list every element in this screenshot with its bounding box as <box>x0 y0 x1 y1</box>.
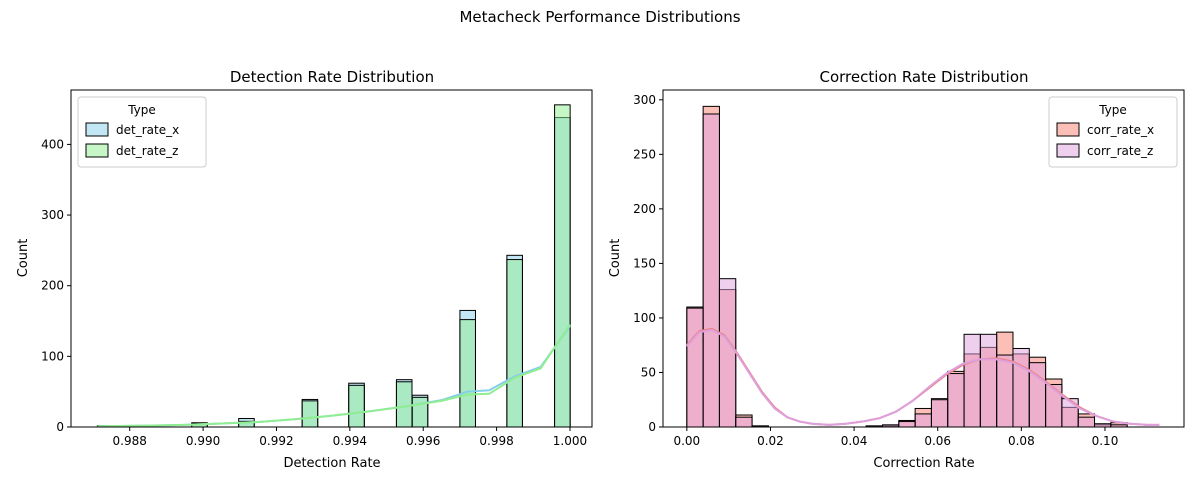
legend: Type corr_rate_x corr_rate_z <box>1048 96 1178 168</box>
legend-swatch-det_rate_z <box>85 143 109 158</box>
bars <box>686 105 1128 428</box>
bar-corr_rate_z-11 <box>963 333 981 428</box>
x-tick-label: 0.02 <box>757 434 784 448</box>
y-tick-label: 0 <box>648 420 656 434</box>
legend-box <box>77 96 207 168</box>
y-tick-label: 200 <box>41 279 64 293</box>
x-tick-label: 0.992 <box>259 434 293 448</box>
y-tick-label: 200 <box>633 202 656 216</box>
x-tick-label: 0.04 <box>841 434 868 448</box>
x-tick-label: 0.998 <box>479 434 513 448</box>
legend-swatch-det_rate_x <box>85 122 109 137</box>
y-axis-label: Count <box>608 239 623 278</box>
bar-corr_rate_z-13 <box>996 354 1014 428</box>
bar-det_rate_z-3 <box>301 400 319 428</box>
y-tick-label: 50 <box>641 365 656 379</box>
x-tick-label: 0.10 <box>1092 434 1119 448</box>
y-tick-label: 0 <box>56 420 64 434</box>
kde-line-det_rate_z <box>97 324 571 428</box>
bar-corr_rate_z-9 <box>930 399 949 428</box>
correction-rate-panel: Correction Rate Distribution Correction … <box>608 68 1185 471</box>
bar-corr_rate_z-17 <box>1061 398 1079 428</box>
axes-frame <box>70 89 593 428</box>
kde-line-corr_rate_z <box>686 328 1160 426</box>
detection-rate-panel: Detection Rate Distribution Detection Ra… <box>16 68 593 471</box>
legend-box <box>1048 96 1178 168</box>
y-tick-label: 300 <box>633 93 656 107</box>
x-tick-label: 0.08 <box>1008 434 1035 448</box>
bar-det_rate_z-6 <box>411 396 429 428</box>
legend-title: Type <box>1098 103 1127 117</box>
legend-label-det_rate_z: det_rate_z <box>116 144 178 158</box>
bar-corr_rate_z-2 <box>718 278 737 428</box>
legend-label-corr_rate_x: corr_rate_x <box>1087 123 1154 137</box>
x-axis-label: Correction Rate <box>873 456 974 471</box>
x-tick-label: 0.996 <box>406 434 440 448</box>
bar-corr_rate_z-18 <box>1077 416 1096 428</box>
legend-label-det_rate_x: det_rate_x <box>116 123 179 137</box>
bar-det_rate_z-5 <box>395 381 413 428</box>
x-tick-label: 0.990 <box>186 434 220 448</box>
bar-corr_rate_z-0 <box>686 307 704 428</box>
x-tick-label: 0.00 <box>673 434 700 448</box>
bar-corr_rate_z-7 <box>898 421 916 428</box>
y-axis-label: Count <box>16 239 31 278</box>
x-tick-label: 0.06 <box>924 434 951 448</box>
x-tick-label: 0.988 <box>113 434 147 448</box>
legend-swatch-corr_rate_x <box>1056 122 1080 137</box>
legend-title: Type <box>127 103 156 117</box>
bar-corr_rate_z-10 <box>947 373 965 428</box>
bar-corr_rate_z-16 <box>1045 383 1063 428</box>
y-tick-label: 100 <box>41 349 64 363</box>
y-tick-label: 400 <box>41 137 64 151</box>
bar-det_rate_z-4 <box>348 384 365 428</box>
x-tick-label: 1.000 <box>553 434 587 448</box>
y-tick-label: 150 <box>633 256 656 270</box>
bar-det_rate_z-9 <box>554 104 571 428</box>
bar-corr_rate_z-14 <box>1012 347 1030 428</box>
legend: Type det_rate_x det_rate_z <box>77 96 207 168</box>
x-tick-label: 0.994 <box>333 434 367 448</box>
bar-corr_rate_z-12 <box>979 333 998 428</box>
legend-swatch-corr_rate_z <box>1056 143 1080 158</box>
bar-det_rate_z-8 <box>506 259 523 428</box>
y-tick-label: 100 <box>633 311 656 325</box>
y-tick-label: 300 <box>41 208 64 222</box>
bar-corr_rate_z-3 <box>735 416 753 428</box>
bar-corr_rate_z-8 <box>914 413 932 428</box>
x-axis-label: Detection Rate <box>283 456 380 471</box>
bar-corr_rate_z-1 <box>702 113 720 428</box>
panel-title: Detection Rate Distribution <box>230 68 434 86</box>
y-tick-label: 250 <box>633 147 656 161</box>
bar-det_rate_z-7 <box>459 319 476 428</box>
legend-label-corr_rate_z: corr_rate_z <box>1087 144 1153 158</box>
axes-frame <box>662 89 1185 428</box>
figure-title: Metacheck Performance Distributions <box>459 8 740 26</box>
kde-line-det_rate_x <box>97 325 571 428</box>
panel-title: Correction Rate Distribution <box>819 68 1028 86</box>
